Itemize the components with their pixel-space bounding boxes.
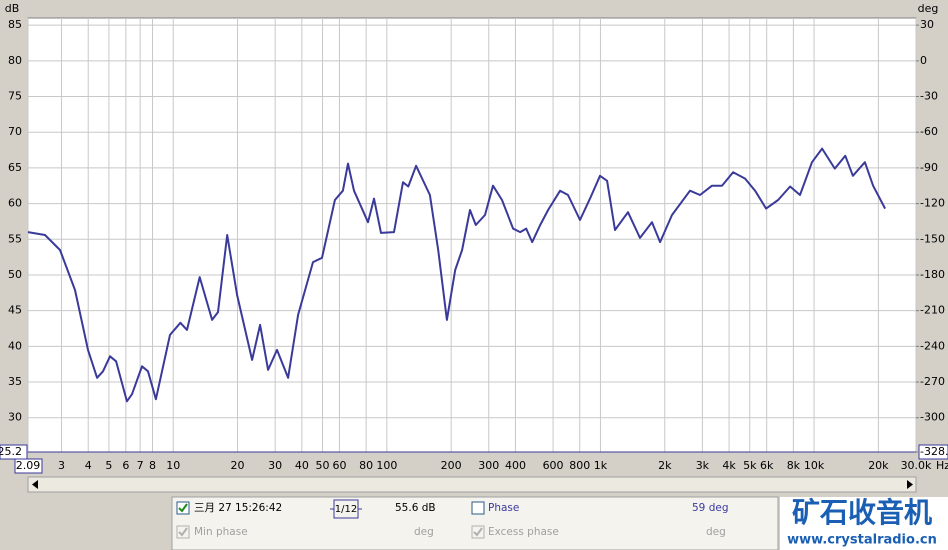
x-unit: Hz — [936, 459, 948, 472]
x-tick-label: 300 — [478, 459, 499, 472]
y-tick-label: 30 — [8, 411, 22, 424]
check — [178, 503, 188, 513]
x-tick-label: 4k — [722, 459, 736, 472]
scrollbar[interactable] — [27, 476, 917, 493]
x-tick-label: 3k — [696, 459, 710, 472]
smoothing-box[interactable] — [333, 499, 359, 519]
y2-tick-label: -120 — [920, 197, 945, 210]
watermark-url: www.crystalradio.cn — [787, 533, 937, 548]
y-tick-label: 35 — [8, 375, 22, 388]
check — [473, 527, 483, 537]
plot-area — [27, 17, 917, 453]
y2-tick-label: -270 — [920, 375, 945, 388]
y2-tick-label: -210 — [920, 304, 945, 317]
scroll-left[interactable] — [32, 480, 38, 489]
x-tick-label: 3 — [58, 459, 65, 472]
x-tick-label: 200 — [441, 459, 462, 472]
y2-tick-label: -240 — [920, 339, 945, 352]
y-tick-label: 55 — [8, 232, 22, 245]
y-tick-label: 70 — [8, 125, 22, 138]
bound-box — [0, 444, 28, 460]
x-tick-label: 8 — [149, 459, 156, 472]
x-tick-label: 400 — [505, 459, 526, 472]
x-tick-label: 100 — [376, 459, 397, 472]
scroll-track[interactable] — [27, 476, 917, 493]
x-tick-label: 600 — [543, 459, 564, 472]
y-tick-label: 75 — [8, 90, 22, 103]
y2-tick-label: 0 — [920, 54, 927, 67]
y-tick-label: 25.2 — [0, 445, 22, 458]
phase-value: 59 deg — [692, 502, 729, 514]
excess-phase-label: Excess phase — [488, 526, 559, 538]
x-tick-label: 5 — [105, 459, 112, 472]
x-tick-label: 60 — [332, 459, 346, 472]
x-tick-label: 8k — [787, 459, 801, 472]
y-axis-label: dB — [5, 2, 20, 15]
response-line — [27, 147, 886, 403]
y-tick-label: 50 — [8, 268, 22, 281]
x-tick-label: 4 — [85, 459, 92, 472]
y-tick-label: 80 — [8, 54, 22, 67]
y2-tick-label: -30 — [920, 90, 938, 103]
y2-tick-label: -300 — [920, 411, 945, 424]
x-tick-label: 80 — [359, 459, 373, 472]
x-tick-label: 7 — [137, 459, 144, 472]
y2-tick-label: -328.8 — [920, 445, 948, 458]
y2-axis-label: deg — [918, 2, 939, 15]
check — [178, 527, 188, 537]
x-tick-label: 1k — [594, 459, 608, 472]
y2-tick-label: 30 — [920, 18, 934, 31]
x-tick-label: 20 — [231, 459, 245, 472]
x-tick-label: 2k — [658, 459, 672, 472]
scroll-right[interactable] — [907, 480, 913, 489]
x-tick-label: 30 — [268, 459, 282, 472]
y-tick-label: 60 — [8, 197, 22, 210]
grid — [27, 18, 917, 453]
controls-panel: 三月 27 15:26:42 1/12 55.6 dB Phase 59 deg… — [171, 496, 779, 550]
level: 55.6 dB — [395, 502, 436, 514]
x-tick-label: 6k — [760, 459, 774, 472]
y-tick-label: 40 — [8, 339, 22, 352]
measurement-name: 三月 27 15:26:42 — [194, 502, 282, 514]
x-tick-label: 800 — [569, 459, 590, 472]
y2-tick-label: -180 — [920, 268, 945, 281]
y2-tick-label: -60 — [920, 125, 938, 138]
min-phase-label: Min phase — [194, 526, 248, 538]
x-tick-label: 6 — [122, 459, 129, 472]
phase-label: Phase — [488, 502, 519, 514]
y-tick-label: 65 — [8, 161, 22, 174]
y-tick-label: 85 — [8, 18, 22, 31]
y2-tick-label: -150 — [920, 232, 945, 245]
bound-box — [14, 458, 43, 474]
x-tick-label: 10 — [166, 459, 180, 472]
x-tick-label: 10k — [804, 459, 825, 472]
watermark-bg — [780, 497, 948, 550]
x-tick-label: 40 — [295, 459, 309, 472]
smoothing: 1/12 — [335, 504, 357, 515]
x-tick-label: 30.0k — [901, 459, 932, 472]
min-phase-unit: deg — [414, 526, 434, 538]
checkbox[interactable] — [471, 501, 485, 515]
x-tick-label: 50 — [316, 459, 330, 472]
x-tick-label: 20k — [868, 459, 889, 472]
excess-phase-unit: deg — [706, 526, 726, 538]
y-tick-label: 45 — [8, 304, 22, 317]
watermark-logo: 矿石收音机 — [792, 496, 932, 529]
y2-tick-label: -90 — [920, 161, 938, 174]
x-tick-label: 5k — [743, 459, 757, 472]
x-tick-label: 2.09 — [16, 459, 41, 472]
